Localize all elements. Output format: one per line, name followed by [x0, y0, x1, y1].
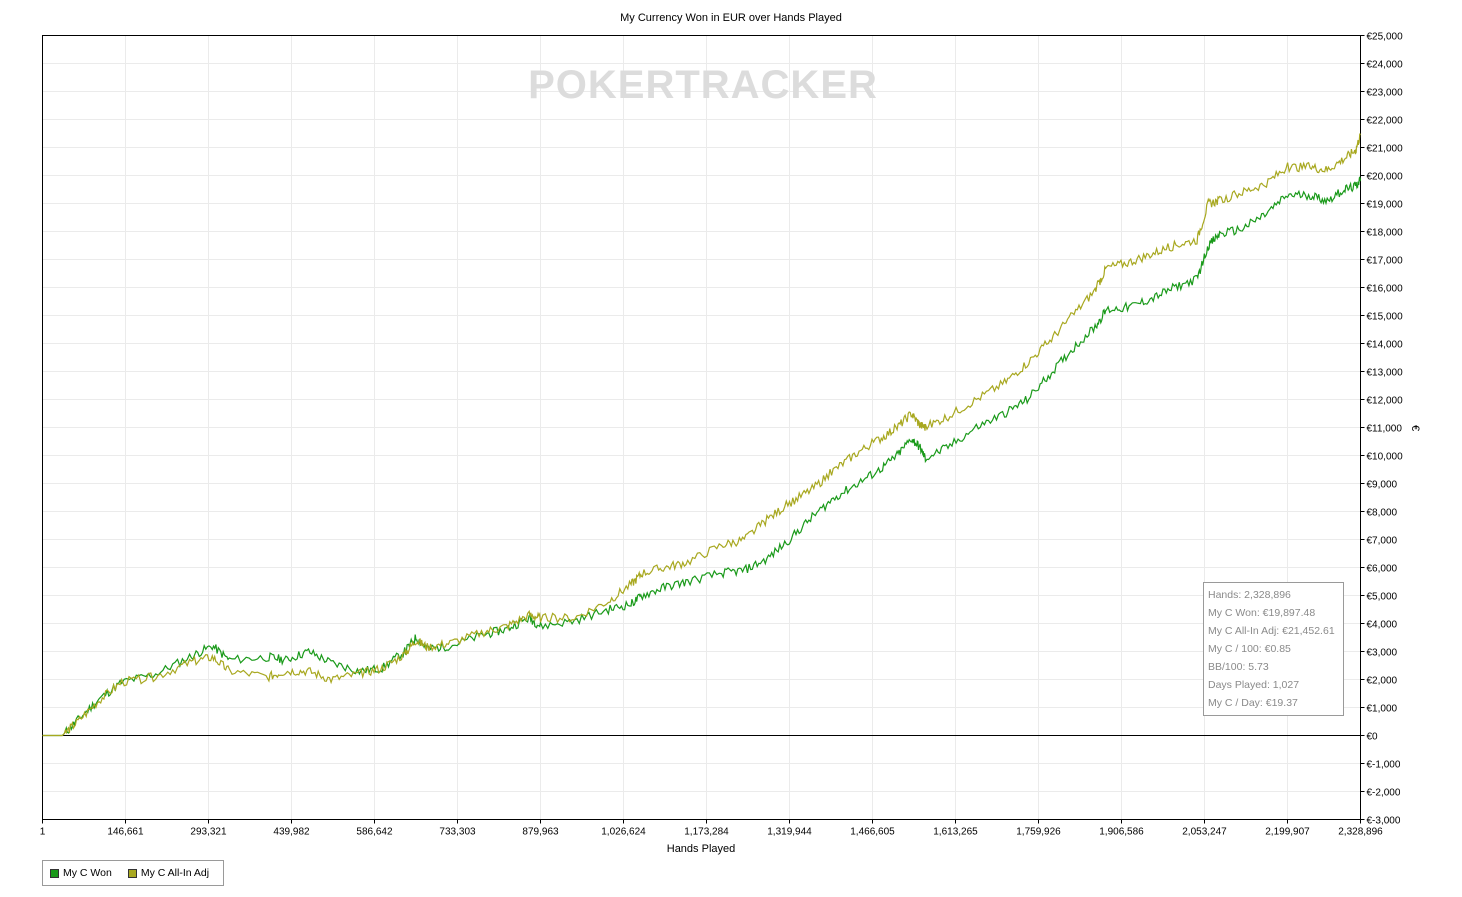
x-tick-label: 2,328,896 — [1338, 827, 1383, 838]
x-tick-label: 1,759,926 — [1016, 827, 1061, 838]
y-tick-label: €8,000 — [1367, 508, 1398, 519]
x-tick-label: 1,319,944 — [767, 827, 812, 838]
legend-swatch-allin — [127, 868, 137, 878]
y-tick-label: €9,000 — [1367, 480, 1398, 491]
stats-won: My C Won: €19,897.48 — [1208, 607, 1316, 619]
y-tick-label: €17,000 — [1367, 256, 1404, 267]
y-tick-label: €-2,000 — [1367, 788, 1401, 799]
y-tick-label: €5,000 — [1367, 592, 1398, 603]
series-lines — [42, 133, 1362, 737]
legend-label-allin: My C All-In Adj — [140, 867, 210, 879]
legend-item-allin[interactable]: My C All-In Adj — [127, 867, 210, 879]
stats-days: Days Played: 1,027 — [1208, 679, 1300, 691]
y-tick-label: €-1,000 — [1367, 760, 1401, 771]
y-tick-label: €23,000 — [1367, 88, 1404, 99]
x-tick-label: 586,642 — [356, 827, 393, 838]
stats-hands: Hands: 2,328,896 — [1208, 589, 1291, 601]
y-tick-label: €22,000 — [1367, 116, 1404, 127]
stats-bb100: BB/100: 5.73 — [1208, 661, 1269, 673]
legend-label-won: My C Won — [63, 867, 112, 879]
legend-swatch-won — [50, 868, 59, 878]
y-tick-label: €1,000 — [1367, 704, 1398, 715]
x-tick-label: 1,466,605 — [850, 827, 895, 838]
x-tick-label: 879,963 — [522, 827, 559, 838]
series-line-allin — [42, 133, 1361, 737]
y-tick-label: €2,000 — [1367, 676, 1398, 687]
y-tick-label: €15,000 — [1367, 312, 1404, 323]
y-tick-label: €21,000 — [1367, 144, 1404, 155]
y-axis-label: € — [1409, 424, 1422, 432]
x-tick-label: 1,613,265 — [933, 827, 978, 838]
y-tick-label: €4,000 — [1367, 620, 1398, 631]
y-tick-label: €12,000 — [1367, 396, 1404, 407]
y-tick-label: €13,000 — [1367, 368, 1404, 379]
x-tick-label: 1 — [40, 827, 46, 838]
x-tick-label: 1,173,284 — [684, 827, 729, 838]
stats-panel: Hands: 2,328,896 My C Won: €19,897.48 My… — [1203, 582, 1344, 716]
y-tick-label: €19,000 — [1367, 200, 1404, 211]
y-tick-label: €7,000 — [1367, 536, 1398, 547]
y-tick-label: €14,000 — [1367, 340, 1404, 351]
x-tick-label: 2,053,247 — [1182, 827, 1227, 838]
series-line-won — [42, 176, 1362, 737]
y-tick-label: €25,000 — [1367, 32, 1404, 43]
y-tick-label: €6,000 — [1367, 564, 1398, 575]
x-tick-label: 293,321 — [190, 827, 227, 838]
x-axis-label: Hands Played — [666, 843, 736, 855]
grid — [42, 35, 1361, 820]
watermark: POKERTRACKER — [528, 63, 878, 107]
x-tick-label: 2,199,907 — [1265, 827, 1310, 838]
stats-per100: My C / 100: €0.85 — [1208, 643, 1291, 655]
y-tick-label: €0 — [1367, 732, 1379, 743]
x-tick-label: 733,303 — [439, 827, 476, 838]
x-axis: 1 146,661 293,321 439,982 586,642 733,303 879,… — [40, 819, 1383, 838]
y-tick-label: €16,000 — [1367, 284, 1404, 295]
y-tick-label: €24,000 — [1367, 60, 1404, 71]
y-tick-label: €10,000 — [1367, 452, 1404, 463]
y-tick-label: €20,000 — [1367, 172, 1404, 183]
x-tick-label: 439,982 — [273, 827, 310, 838]
x-tick-label: 1,026,624 — [601, 827, 646, 838]
legend: My C Won My C All-In Adj — [42, 860, 224, 886]
legend-item-won[interactable]: My C Won — [50, 867, 112, 879]
y-tick-label: €18,000 — [1367, 228, 1404, 239]
y-tick-label: €-3,000 — [1367, 816, 1401, 827]
x-tick-label: 1,906,586 — [1099, 827, 1144, 838]
stats-perday: My C / Day: €19.37 — [1208, 697, 1298, 709]
y-axis: €-3,000 €-2,000 €-1,000 €0 €1,000 €2,000 €3,00… — [1360, 32, 1404, 827]
y-tick-label: €11,000 — [1367, 424, 1403, 435]
stats-allin: My C All-In Adj: €21,452.61 — [1208, 625, 1335, 637]
chart-title: My Currency Won in EUR over Hands Played — [620, 12, 842, 24]
x-tick-label: 146,661 — [107, 827, 144, 838]
y-tick-label: €3,000 — [1367, 648, 1398, 659]
